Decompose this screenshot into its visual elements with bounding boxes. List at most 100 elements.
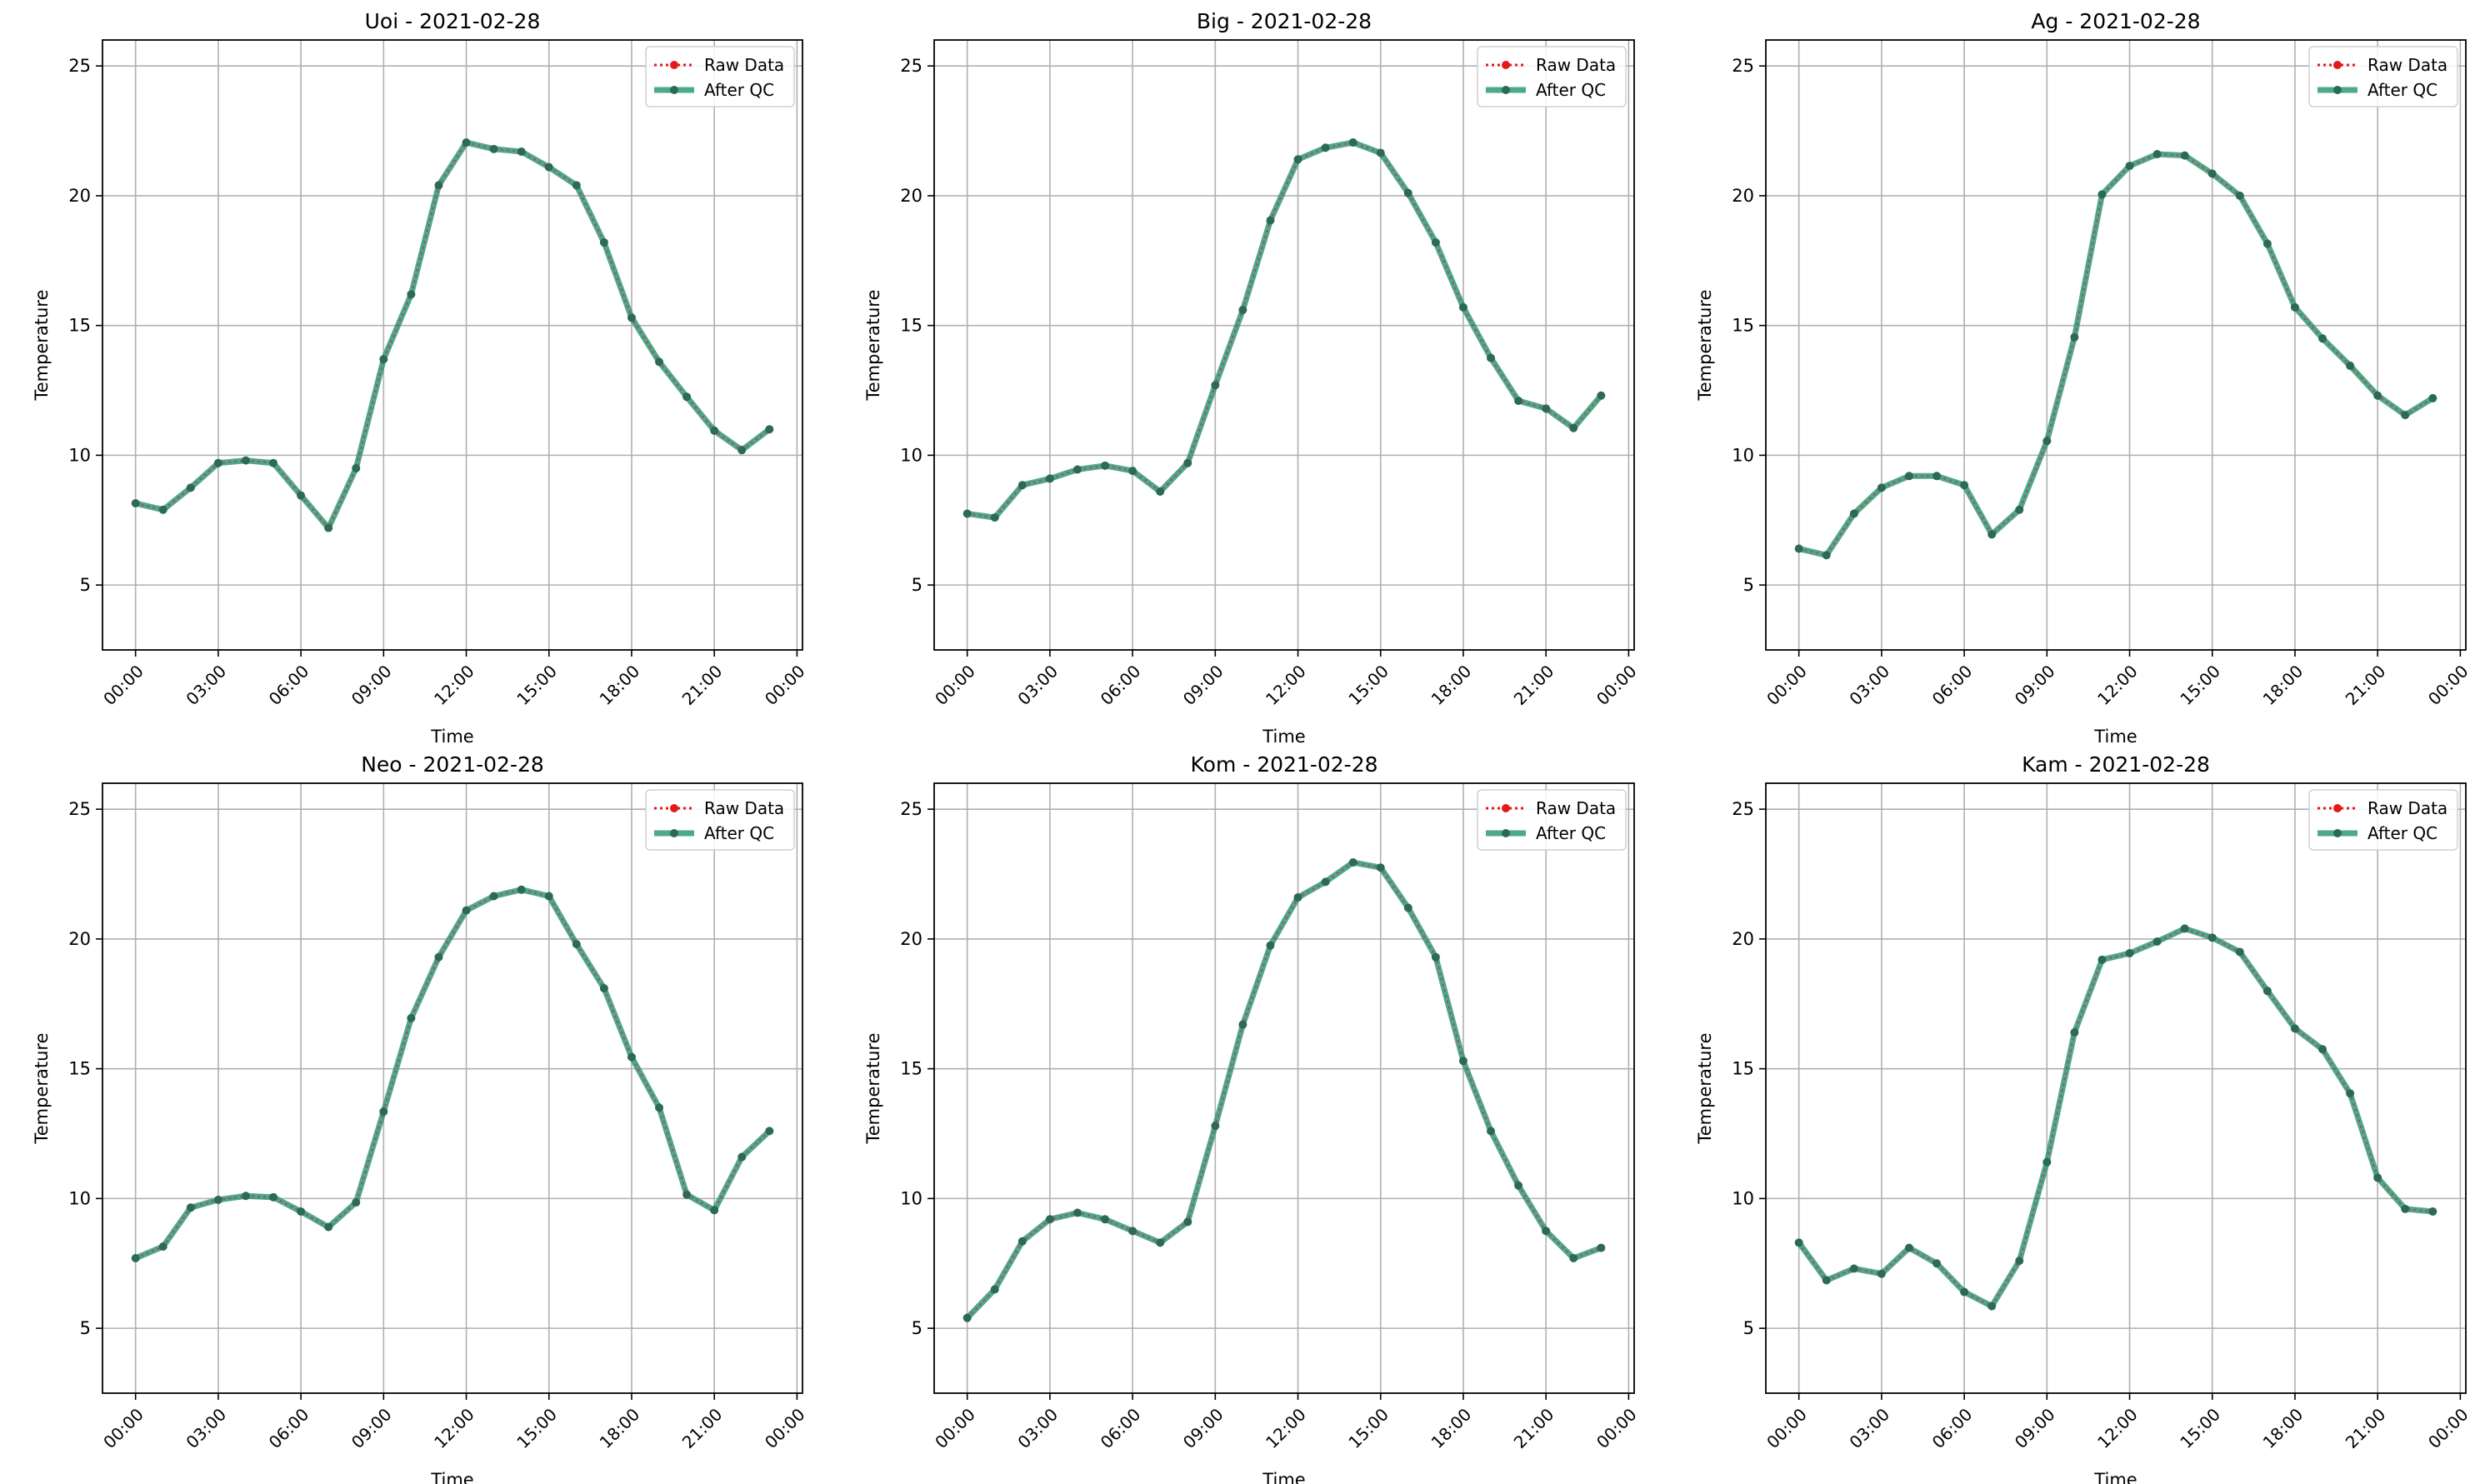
x-axis-label: Time [1262,1470,1305,1484]
y-tick-label: 10 [1732,445,1754,465]
data-point [1932,472,1942,481]
plot-area [1766,40,2466,650]
chart-panel-4: 00:00 03:00 06:00 09:00 12:00 15:00 18:00 21:00… [32,752,809,1484]
data-point [1321,143,1330,152]
legend-raw-label: Raw Data [1536,798,1616,818]
x-axis-label: Time [430,1470,473,1484]
data-point [2401,411,2410,420]
data-point [572,181,581,190]
y-tick-label: 15 [1732,316,1754,336]
axes-frame [933,782,1635,1394]
data-point [1045,1215,1054,1224]
y-tick-label: 20 [1732,186,1754,206]
legend-raw-marker [1502,61,1510,69]
data-point [1904,1243,1913,1252]
data-point [962,509,972,518]
x-tick-label: 15:00 [1344,661,1392,709]
data-point [2180,924,2189,933]
y-tick-label: 5 [80,1318,91,1338]
chart-title: Neo - 2021-02-28 [361,752,544,777]
data-point [434,952,443,962]
legend-raw-marker [2333,804,2342,812]
legend-raw-label: Raw Data [1536,55,1616,75]
series-points [1794,924,2438,1311]
data-point [1542,404,1551,413]
data-point [1822,551,1831,560]
data-point [1348,138,1358,147]
x-tick-label: 21:00 [1510,661,1558,709]
data-point [990,1285,999,1294]
y-tick-label: 20 [68,929,91,949]
x-tick-label: 18:00 [2259,1404,2308,1452]
data-point [738,1152,747,1162]
x-tick-label: 03:00 [1013,1404,1062,1452]
data-point [2373,391,2382,400]
x-tick-label: 00:00 [1762,1404,1811,1452]
x-tick-label: 06:00 [1928,1404,1977,1452]
y-tick-label: 10 [900,445,922,465]
x-tick-label: 15:00 [2176,661,2224,709]
series-line-raw-data [1798,152,2433,557]
legend-raw-marker [670,804,678,812]
legend-qc-marker [2333,829,2342,837]
data-point [2428,1207,2438,1216]
y-tick-label: 10 [68,1188,91,1208]
grid [934,40,1634,650]
x-tick-label: 15:00 [2176,1404,2224,1452]
data-point [1849,1264,1858,1273]
data-point [2290,1024,2299,1033]
series-points [131,885,774,1263]
x-tick-label: 00:00 [931,661,979,709]
data-point [324,523,333,532]
data-point [1211,1122,1220,1131]
data-point [544,162,553,172]
x-tick-label: 06:00 [265,1404,313,1452]
series-line-raw-data [1798,927,2433,1308]
x-tick-label: 21:00 [1510,1404,1558,1452]
x-axis-label: Time [2093,727,2137,747]
y-tick-label: 15 [900,1059,922,1079]
x-tick-label: 21:00 [2342,661,2390,709]
x-tick-label: 21:00 [678,661,727,709]
series-line-raw-data [967,141,1602,519]
x-tick-label: 12:00 [2093,1404,2142,1452]
data-point [655,357,664,367]
x-tick-label: 09:00 [2011,1404,2059,1452]
data-point [1128,467,1138,476]
legend-qc-marker [1502,829,1510,837]
chart-title: Uoi - 2021-02-28 [365,9,541,33]
y-tick-label: 10 [900,1188,922,1208]
data-point [1514,396,1523,405]
x-tick-label: 03:00 [182,1404,230,1452]
x-tick-label: 21:00 [2342,1404,2390,1452]
legend: Raw Data After QC [2308,46,2458,107]
data-point [2125,162,2134,171]
chart-panel-6: 00:00 03:00 06:00 09:00 12:00 15:00 18:00 21:00… [1695,752,2472,1484]
y-tick-label: 20 [900,929,922,949]
data-point [710,426,719,435]
data-point [2262,987,2272,996]
data-point [1018,481,1027,490]
x-tick-label: 12:00 [1262,661,1310,709]
data-point [765,425,774,434]
series-line-raw-data [966,861,1602,1319]
x-tick-label: 18:00 [596,1404,644,1452]
data-point [682,392,692,402]
data-point [1183,458,1192,467]
chart-panel-5: 00:00 03:00 06:00 09:00 12:00 15:00 18:00 21:00… [863,752,1641,1484]
data-point [1101,461,1110,470]
x-tick-label: 15:00 [1344,1404,1392,1452]
plot-area [934,40,1634,650]
plot-area [102,40,802,650]
legend: Raw Data After QC [1477,789,1627,851]
y-tick-label: 10 [1732,1188,1754,1208]
x-tick-label: 06:00 [1097,1404,1145,1452]
axes-frame [933,39,1635,651]
x-tick-label: 09:00 [2011,661,2059,709]
legend: Raw Data After QC [1477,46,1627,107]
data-point [1794,1238,1803,1247]
data-point [1293,893,1302,902]
data-point [1542,1227,1551,1236]
y-tick-label: 20 [68,186,91,206]
data-point [962,1313,972,1322]
